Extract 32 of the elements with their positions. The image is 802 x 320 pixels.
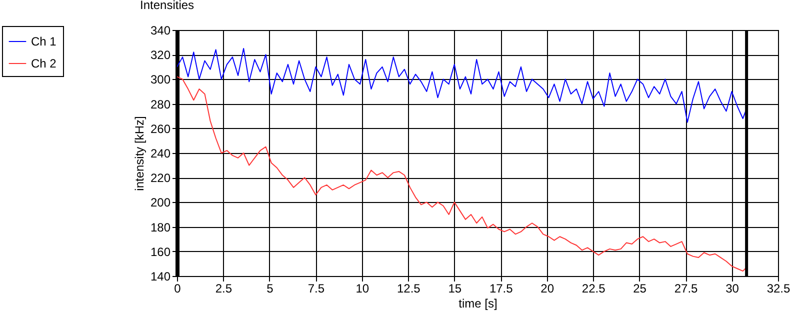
x-tick-label: 17.5 xyxy=(489,282,514,296)
legend-label: Ch 1 xyxy=(31,34,57,48)
legend-label: Ch 2 xyxy=(31,56,57,70)
x-tick-label: 0 xyxy=(174,282,182,296)
y-tick-label: 220 xyxy=(150,171,171,186)
y-tick-label: 200 xyxy=(150,196,171,210)
x-tick-label: 12.5 xyxy=(396,282,421,296)
x-tick-label: 22.5 xyxy=(582,282,606,296)
x-tick-label: 27.5 xyxy=(674,282,698,296)
line-series xyxy=(177,48,748,123)
x-tick-label: 25 xyxy=(633,282,647,296)
x-tick-label: 30 xyxy=(726,282,740,296)
y-tick-label: 180 xyxy=(150,220,171,234)
y-tick-label: 240 xyxy=(150,146,171,160)
y-tick-label: 320 xyxy=(150,48,171,62)
y-axis-title: intensity [kHz] xyxy=(132,116,146,191)
y-tick-label: 160 xyxy=(150,244,171,259)
x-tick-label: 2.5 xyxy=(215,282,232,296)
x-tick-label: 32.5 xyxy=(766,282,790,296)
y-tick-label: 300 xyxy=(150,72,171,87)
x-axis-title: time [s] xyxy=(458,296,498,310)
x-tick-label: 7.5 xyxy=(308,282,325,296)
line-series xyxy=(177,76,748,272)
chart-title: Intensities xyxy=(140,0,194,12)
x-tick-label: 5 xyxy=(266,282,274,296)
x-tick-label: 15 xyxy=(448,282,462,296)
y-tick-label: 140 xyxy=(150,270,171,284)
y-tick-label: 280 xyxy=(150,97,171,112)
y-tick-label: 260 xyxy=(150,122,171,136)
y-tick-label: 340 xyxy=(150,24,171,38)
x-tick-label: 10 xyxy=(356,282,370,296)
x-tick-label: 20 xyxy=(540,282,554,296)
